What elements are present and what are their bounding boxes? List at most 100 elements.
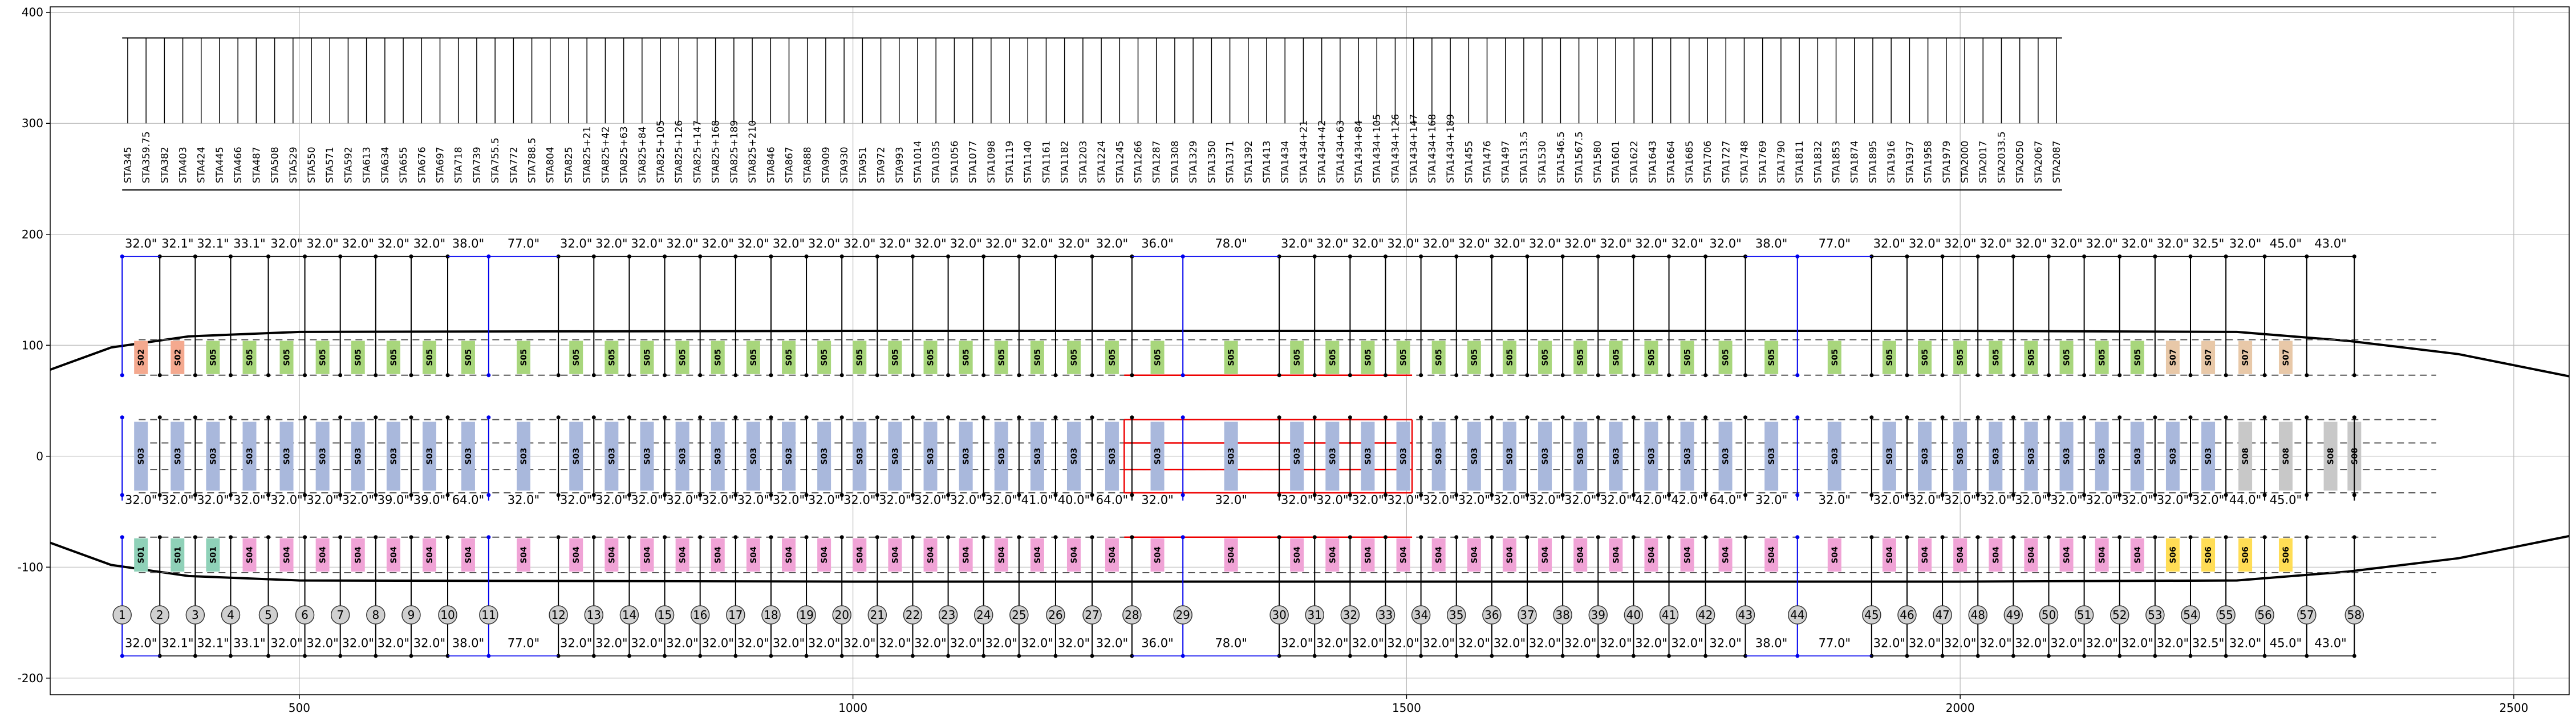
frame-node <box>374 415 378 420</box>
frame-node <box>1703 415 1708 420</box>
station-label: STA825+189 <box>729 120 740 184</box>
lower-block-label: S04 <box>820 546 829 564</box>
station-label: STA825+147 <box>692 120 703 184</box>
middle-block <box>315 422 330 491</box>
station-label: STA2000 <box>1960 141 1971 184</box>
station-label: STA1413 <box>1261 141 1273 184</box>
middle-block <box>2165 422 2180 491</box>
middle-block <box>2024 422 2038 491</box>
lower-block <box>1502 538 1516 572</box>
middle-spacing-label: 32.0" <box>985 493 1017 507</box>
frame-node <box>556 535 561 540</box>
frame-number-circle <box>2297 605 2317 625</box>
middle-block-label: S03 <box>679 448 688 465</box>
middle-block <box>422 422 436 491</box>
frame-number-circle <box>1340 605 1360 625</box>
frame-node <box>804 373 809 378</box>
frame-node <box>2153 373 2157 378</box>
frame-number-label: 48 <box>1970 608 1985 622</box>
middle-block <box>171 422 185 491</box>
middle-spacing-label: 64.0" <box>452 493 484 507</box>
lower-block <box>675 538 689 572</box>
upper-block-label: S05 <box>785 349 794 366</box>
frame-node <box>1348 535 1352 540</box>
frame-number-circle <box>938 605 958 625</box>
bottom-spacing-label: 32.0" <box>879 636 911 650</box>
middle-block <box>1573 422 1588 491</box>
top-spacing-label: 32.0" <box>1316 237 1348 250</box>
frame-node <box>839 493 844 497</box>
middle-block <box>279 422 294 491</box>
upper-block-label: S05 <box>962 349 971 366</box>
frame-number-circle <box>867 605 887 625</box>
middle-block <box>386 422 400 491</box>
upper-block <box>1538 341 1552 374</box>
station-labels: STA345 STA359.75 STA382 STA403 STA424 STA445 S… <box>122 37 2063 191</box>
top-spacing-label: 77.0" <box>508 237 539 250</box>
frame-number-circle <box>1862 605 1881 625</box>
upper-block <box>569 341 583 374</box>
station-label: STA1098 <box>986 141 997 184</box>
frame-number-label: 26 <box>1048 608 1062 622</box>
lower-block <box>1718 538 1733 572</box>
lower-block-label: S04 <box>927 546 936 564</box>
frame-node <box>1348 415 1352 420</box>
middle-block-label: S03 <box>997 448 1007 465</box>
lower-block <box>782 538 796 572</box>
middle-block <box>1918 422 1932 491</box>
dimension-labels: 32.0"32.0"32.0"32.1"32.0"32.1"32.1"32.0"… <box>125 237 2347 650</box>
upper-block <box>1718 341 1733 374</box>
frame-node <box>663 373 667 378</box>
middle-spacing-label: 32.0" <box>1819 493 1851 507</box>
frame-node <box>1743 373 1747 378</box>
bottom-spacing-label: 32.0" <box>773 636 805 650</box>
upper-block <box>461 341 475 374</box>
frame-number-label: 19 <box>799 608 813 622</box>
station-label: STA634 <box>380 147 391 183</box>
upper-block-label: S05 <box>1506 349 1515 366</box>
top-spacing-label: 38.0" <box>1755 237 1787 250</box>
upper-block <box>1066 341 1081 374</box>
frame-node <box>1181 415 1185 420</box>
middle-block-label: S03 <box>820 448 829 465</box>
frame-node <box>1383 373 1388 378</box>
upper-block <box>817 341 831 374</box>
bottom-spacing-label: 32.0" <box>1873 636 1905 650</box>
upper-block <box>1030 341 1044 374</box>
lower-block-label: S04 <box>607 546 616 564</box>
frame-number-circle <box>1046 605 1065 625</box>
upper-block <box>2059 341 2074 374</box>
station-label: STA1685 <box>1684 141 1695 184</box>
upper-block-label: S05 <box>1399 349 1409 366</box>
bottom-spacing-label: 32.0" <box>950 636 981 650</box>
lower-block-label: S04 <box>319 546 328 564</box>
frame-node <box>1975 535 1980 540</box>
frame-number-circle <box>1933 605 1952 625</box>
y-tick-label: 400 <box>22 6 43 19</box>
station-label: STA445 <box>214 147 226 183</box>
upper-block <box>134 341 148 374</box>
frame-node <box>1454 415 1459 420</box>
frame-node <box>409 535 413 540</box>
frame-node <box>120 535 124 540</box>
station-label: STA2067 <box>2033 141 2044 184</box>
lower-block-label: S04 <box>1435 546 1444 564</box>
bottom-spacing-label: 32.0" <box>737 636 769 650</box>
frame-node <box>193 415 197 420</box>
station-label: STA1014 <box>912 141 924 184</box>
lower-block <box>853 538 867 572</box>
middle-block <box>206 422 220 491</box>
frame-node <box>486 535 491 540</box>
frame-node <box>2262 415 2267 420</box>
frame-node <box>1090 415 1094 420</box>
middle-block-label: S08 <box>2282 448 2291 465</box>
station-label: STA1287 <box>1151 141 1163 184</box>
middle-spacing-label: 40.0" <box>1058 493 1090 507</box>
middle-block-label: S03 <box>1033 448 1042 465</box>
frame-number-circle <box>2216 605 2236 625</box>
station-label: STA697 <box>435 147 446 183</box>
frame-node <box>2046 493 2051 497</box>
middle-spacing-label: 32.0" <box>1600 493 1632 507</box>
frame-node <box>1017 535 1021 540</box>
